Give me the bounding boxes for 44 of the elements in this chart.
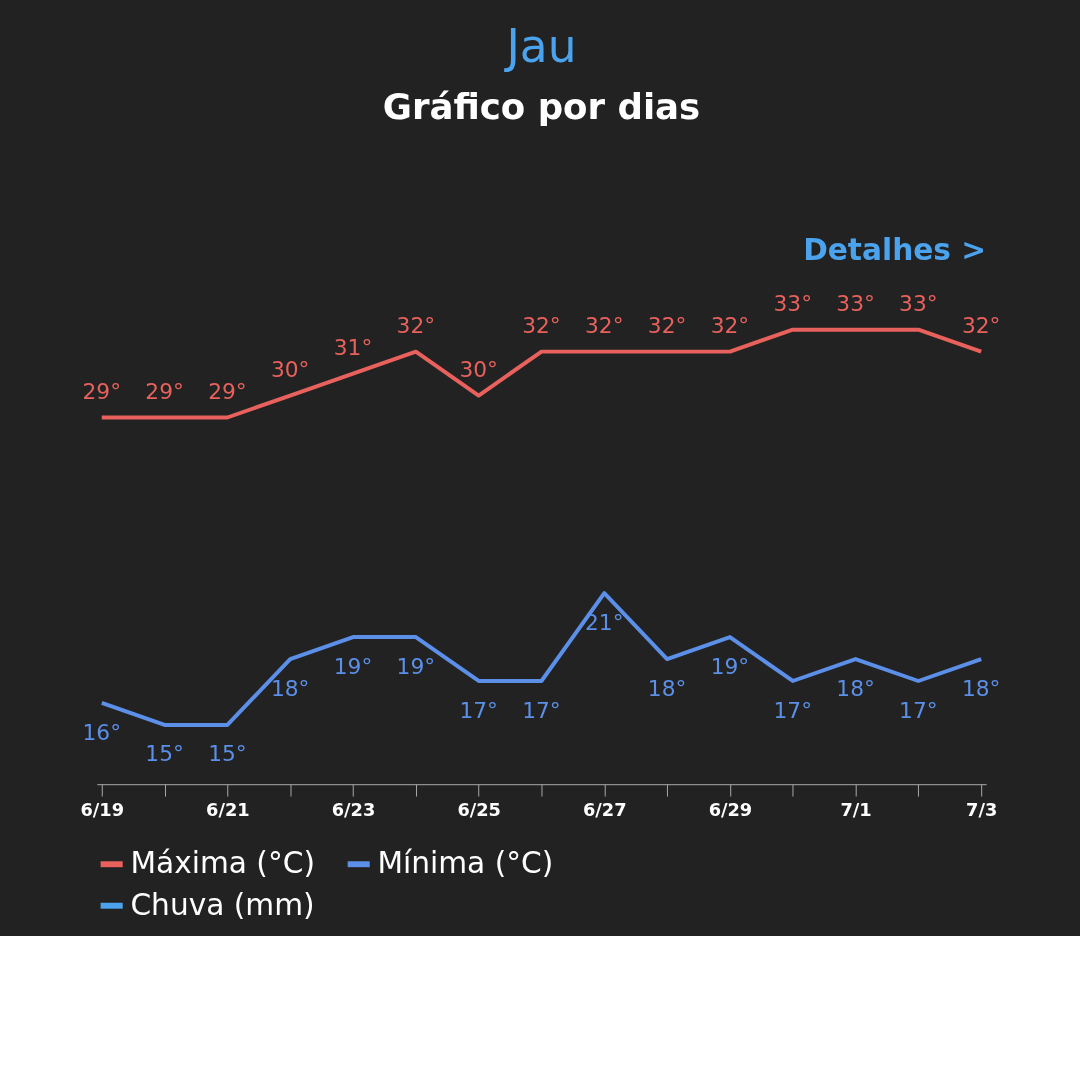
data-label: 32° bbox=[396, 312, 436, 338]
data-label: 30° bbox=[270, 356, 310, 382]
x-tick-label: 7/3 bbox=[966, 799, 998, 821]
data-label: 29° bbox=[82, 378, 122, 404]
data-label: 32° bbox=[710, 312, 750, 338]
x-tick-label: 6/29 bbox=[708, 799, 753, 821]
legend-label: Máxima (°C) bbox=[130, 845, 315, 881]
data-label: 18° bbox=[836, 675, 875, 701]
data-label: 18° bbox=[647, 675, 687, 701]
data-label: 32° bbox=[647, 312, 687, 338]
data-label: 33° bbox=[899, 290, 938, 316]
chart-title: Jau bbox=[503, 19, 577, 73]
data-label: 32° bbox=[961, 312, 1001, 338]
data-label: 21° bbox=[585, 609, 624, 635]
data-label: 17° bbox=[899, 697, 938, 723]
legend-label: Chuva (mm) bbox=[130, 886, 315, 922]
chart-subtitle: Gráfico por dias bbox=[382, 86, 701, 128]
legend-label: Mínima (°C) bbox=[377, 845, 554, 881]
data-label: 17° bbox=[459, 697, 498, 723]
x-tick-label: 6/23 bbox=[331, 799, 376, 821]
data-label: 19° bbox=[396, 653, 436, 679]
x-tick-label: 6/19 bbox=[80, 799, 125, 821]
data-label: 32° bbox=[585, 312, 624, 338]
data-label: 29° bbox=[145, 378, 184, 404]
data-label: 32° bbox=[522, 312, 561, 338]
data-label: 17° bbox=[522, 697, 561, 723]
data-label: 29° bbox=[208, 378, 247, 404]
data-label: 16° bbox=[82, 719, 122, 745]
data-label: 30° bbox=[459, 356, 498, 382]
data-label: 15° bbox=[208, 741, 247, 767]
x-tick-label: 7/1 bbox=[840, 799, 872, 821]
x-tick-label: 6/27 bbox=[583, 799, 627, 821]
data-label: 19° bbox=[333, 653, 373, 679]
data-label: 33° bbox=[836, 290, 875, 316]
x-tick-label: 6/25 bbox=[457, 799, 501, 821]
data-label: 19° bbox=[710, 653, 750, 679]
data-label: 17° bbox=[773, 697, 812, 723]
data-label: 31° bbox=[333, 334, 373, 360]
data-label: 18° bbox=[270, 675, 310, 701]
data-label: 15° bbox=[145, 741, 184, 767]
x-tick-label: 6/21 bbox=[206, 799, 250, 821]
data-label: 33° bbox=[773, 290, 812, 316]
data-label: 18° bbox=[961, 675, 1001, 701]
text: Detalhes > bbox=[803, 231, 987, 267]
